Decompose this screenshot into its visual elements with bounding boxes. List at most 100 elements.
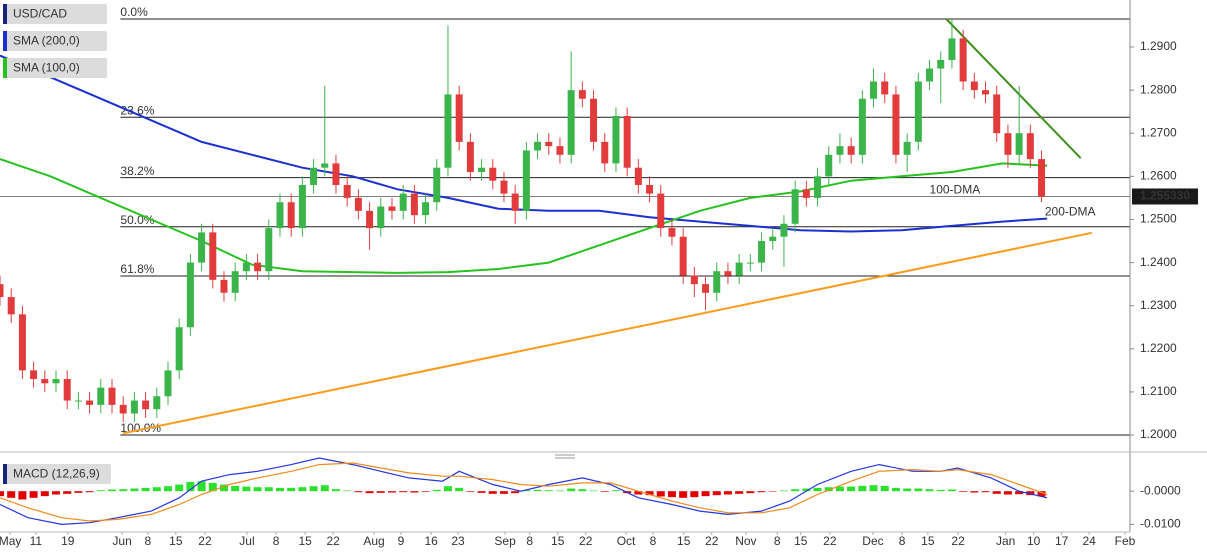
candle-body — [366, 210, 374, 229]
macd-histogram-bar — [63, 491, 72, 494]
macd-line — [0, 457, 1048, 526]
candle-body — [265, 228, 273, 272]
candle-body — [399, 193, 407, 211]
y-tick-label: 1.2700 — [1140, 125, 1177, 139]
candle-body — [937, 59, 945, 69]
macd-histogram-bar — [611, 490, 620, 492]
macd-histogram-bar — [365, 491, 374, 494]
candle-body — [310, 167, 318, 185]
candle-body — [847, 146, 855, 155]
candle-body — [646, 184, 654, 194]
y-tick-label: 1.2000 — [1140, 427, 1177, 441]
macd-histogram-bar — [107, 489, 116, 492]
annotation: 200-DMA — [1045, 205, 1096, 219]
macd-histogram-bar — [903, 488, 912, 492]
x-tick-label: Aug — [363, 534, 384, 548]
x-tick-label: 22 — [705, 534, 719, 548]
candle-body — [153, 396, 161, 410]
macd-histogram-bar — [701, 491, 710, 497]
candle-body — [422, 202, 430, 216]
x-tick-label: 22 — [326, 534, 340, 548]
candle-body — [858, 98, 866, 155]
macd-title: MACD (12,26,9) — [13, 467, 100, 481]
macd-histogram-bar — [667, 491, 676, 498]
candle-body — [254, 262, 262, 272]
fib-label: 50.0% — [120, 213, 154, 227]
legend-swatch — [3, 4, 7, 24]
x-tick-label: 8 — [273, 534, 280, 548]
legend-swatch — [3, 31, 7, 51]
candle-body — [321, 163, 329, 168]
y-tick-label: 1.2300 — [1140, 298, 1177, 312]
x-tick-label: Oct — [617, 534, 636, 548]
x-tick-label: 22 — [951, 534, 965, 548]
x-tick-label: 11 — [30, 534, 43, 548]
candle-body — [713, 271, 721, 293]
candle-body — [142, 400, 150, 410]
x-tick-label: 22 — [198, 534, 212, 548]
x-tick-label: 15 — [794, 534, 808, 548]
x-tick-label: 8 — [144, 534, 151, 548]
macd-histogram-bar — [208, 482, 217, 492]
x-tick-label: Dec — [862, 534, 883, 548]
macd-histogram-bar — [847, 486, 856, 492]
macd-histogram-bar — [163, 486, 172, 492]
last-price-label: 1.255330 — [1140, 189, 1190, 203]
candle-body — [74, 400, 82, 402]
macd-histogram-bar — [51, 491, 60, 495]
macd-histogram-bar — [1026, 491, 1035, 496]
x-tick-label: 23 — [451, 534, 465, 548]
candle-body — [791, 189, 799, 224]
candle-body — [377, 206, 385, 229]
macd-histogram-bar — [309, 486, 318, 492]
x-tick-label: 19 — [61, 534, 75, 548]
candle-body — [287, 202, 295, 229]
x-tick-label: 15 — [921, 534, 935, 548]
macd-histogram-bar — [40, 491, 49, 497]
macd-histogram-bar — [443, 486, 452, 492]
macd-histogram-bar — [533, 489, 542, 492]
candle-body — [735, 262, 743, 276]
macd-legend-box[interactable] — [3, 464, 111, 484]
candle-body — [164, 370, 172, 397]
macd-histogram-bar — [376, 491, 385, 493]
macd-histogram-bar — [1015, 491, 1024, 495]
candle-body — [746, 262, 754, 264]
y-tick-label: 1.2400 — [1140, 255, 1177, 269]
candle-body — [433, 167, 441, 203]
fib-label: 0.0% — [120, 5, 148, 19]
macd-histogram-bar — [690, 491, 699, 498]
macd-histogram-bar — [802, 488, 811, 492]
macd-histogram-bar — [119, 489, 128, 492]
macd-histogram-bar — [130, 488, 139, 492]
legend-box[interactable] — [3, 4, 107, 24]
candle-body — [7, 297, 15, 315]
candle-body — [410, 193, 418, 216]
macd-histogram-bar — [947, 489, 956, 492]
x-tick-label: Feb — [1115, 534, 1136, 548]
x-tick-label: 15 — [551, 534, 565, 548]
macd-histogram-bar — [264, 487, 273, 492]
legend-box[interactable] — [3, 58, 107, 78]
macd-histogram-bar — [141, 487, 150, 492]
legend-box[interactable] — [3, 31, 107, 51]
macd-histogram-bar — [712, 491, 721, 496]
candle-body — [825, 154, 833, 177]
candle-body — [702, 284, 710, 293]
y-tick-label: 1.2900 — [1140, 39, 1177, 53]
x-tick-label: Jul — [239, 534, 254, 548]
candle-body — [679, 236, 687, 276]
macd-histogram-bar — [466, 491, 475, 492]
macd-histogram-bar — [421, 491, 430, 492]
candle-body — [1026, 133, 1034, 160]
macd-histogram-bar — [197, 481, 206, 492]
legend-swatch — [3, 58, 7, 78]
x-tick-label: 15 — [298, 534, 312, 548]
macd-y-tick-label: -0.0100 — [1140, 517, 1181, 531]
macd-histogram-bar — [511, 491, 520, 494]
macd-histogram-bar — [757, 491, 766, 493]
candle-body — [0, 284, 4, 298]
macd-histogram-bar — [891, 487, 900, 492]
annotation: 100-DMA — [930, 183, 981, 197]
